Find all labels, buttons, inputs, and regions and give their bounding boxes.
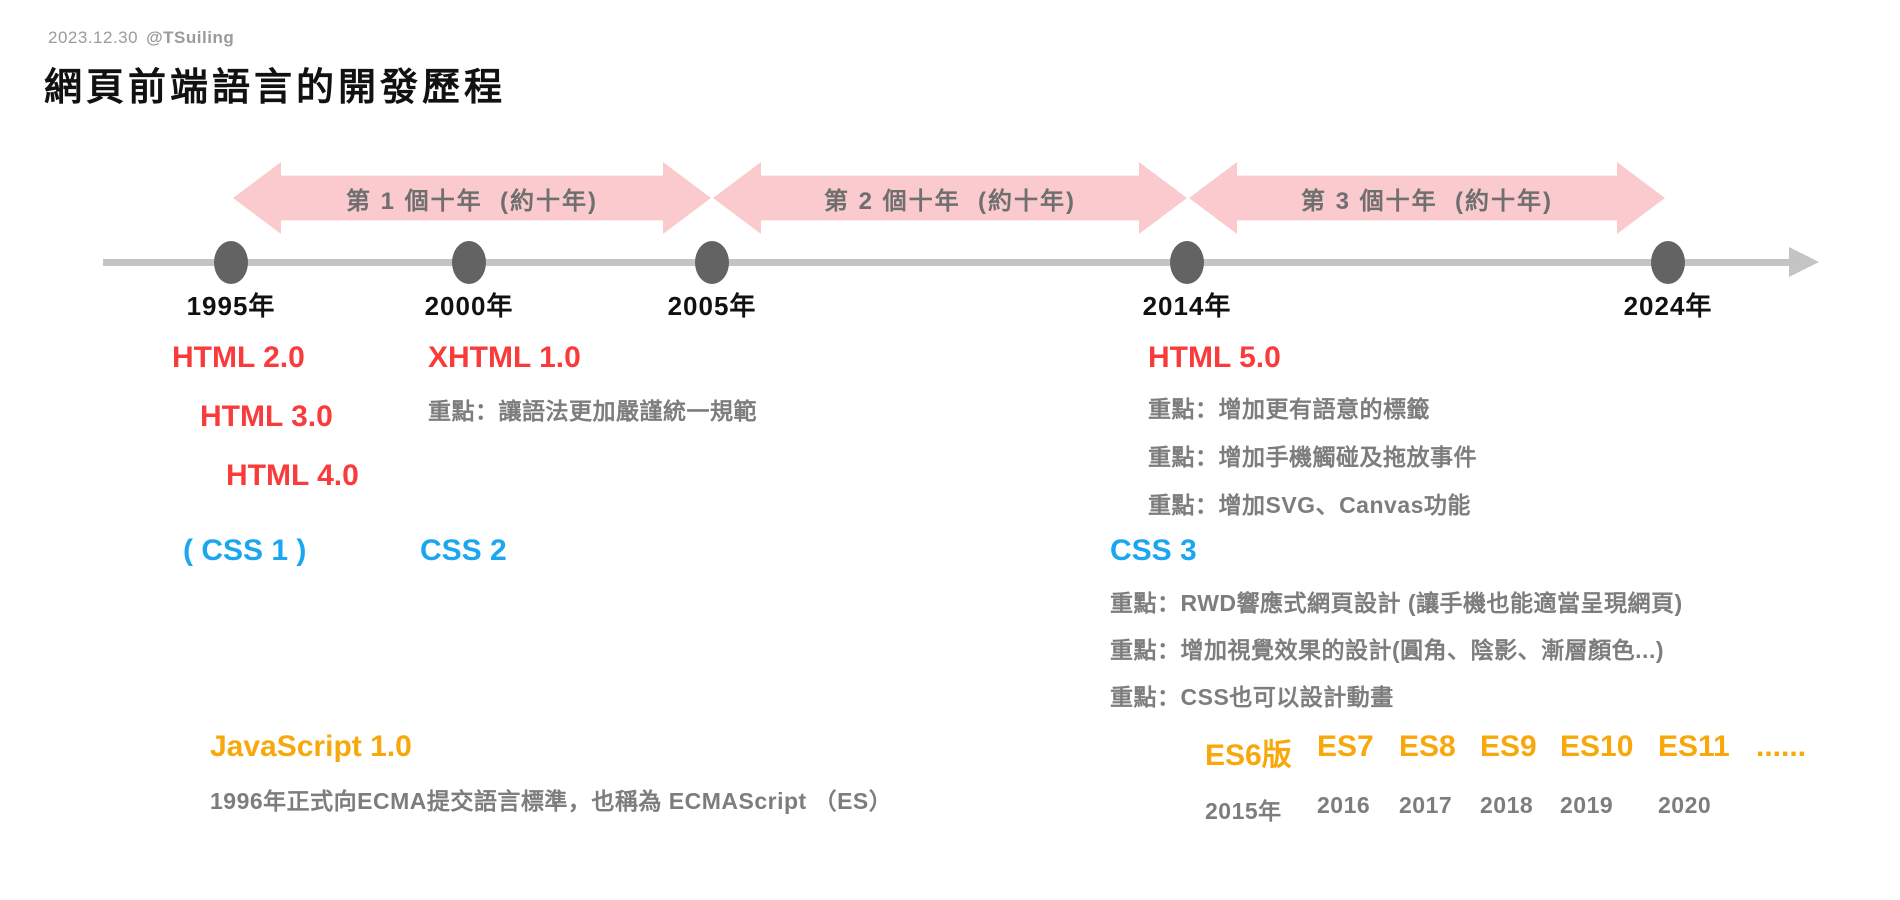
javascript-note: 1996年正式向ECMA提交語言標準，也稱為 ECMAScript （ES） [210, 788, 893, 814]
html5-title: HTML 5.0 [1148, 341, 1281, 374]
es6-label: ES6版 [1205, 739, 1292, 772]
html4-label: HTML 4.0 [226, 459, 359, 492]
css2-label: CSS 2 [420, 534, 507, 567]
es7-label: ES7 [1317, 730, 1374, 763]
xhtml-title: XHTML 1.0 [428, 341, 581, 374]
year-label-2000: 2000年 [424, 291, 514, 321]
ecmascript-block: ES6版 ES7 ES8 ES9 ES10 ES11 ...... 2015年 … [1205, 730, 1806, 826]
timeline-dot-2000 [452, 241, 486, 284]
decade-arrow-1: 第 1 個十年 (約十年) [233, 162, 711, 234]
timeline-dot-1995 [214, 241, 248, 284]
decade-1-label: 第 1 個十年 (約十年) [345, 187, 598, 215]
html3-label: HTML 3.0 [200, 400, 333, 433]
page-title: 網頁前端語言的開發歷程 [44, 67, 507, 109]
css1-label: ( CSS 1 ) [183, 534, 307, 567]
css3-note-2: 重點：增加視覺效果的設計(圓角、陰影、漸層顏色...) [1110, 637, 1664, 663]
es-ellipsis-label: ...... [1756, 730, 1807, 763]
timeline-line [103, 259, 1791, 266]
timeline-dot-2014 [1170, 241, 1204, 284]
es-year-2018: 2018 [1480, 792, 1534, 818]
html5-note-3: 重點：增加SVG、Canvas功能 [1148, 492, 1471, 518]
author-handle: @TSuiling [146, 28, 235, 47]
date-text: 2023.12.30 [48, 28, 139, 47]
html2-label: HTML 2.0 [172, 341, 305, 374]
css3-block: CSS 3 重點：RWD響應式網頁設計 (讓手機也能適當呈現網頁) 重點：增加視… [1110, 534, 1683, 712]
javascript-title: JavaScript 1.0 [210, 730, 412, 763]
decade-arrow-3: 第 3 個十年 (約十年) [1189, 162, 1665, 234]
es-year-2016: 2016 [1317, 792, 1371, 818]
css3-title: CSS 3 [1110, 534, 1197, 567]
html5-block: HTML 5.0 重點：增加更有語意的標籤 重點：增加手機觸碰及拖放事件 重點：… [1148, 341, 1477, 520]
es-year-2017: 2017 [1399, 792, 1453, 818]
timeline-dot-2024 [1651, 241, 1685, 284]
year-label-2014: 2014年 [1142, 291, 1232, 321]
html5-note-1: 重點：增加更有語意的標籤 [1148, 396, 1430, 422]
es-year-2015: 2015年 [1205, 798, 1282, 824]
es-year-2020: 2020 [1658, 792, 1712, 818]
css3-note-1: 重點：RWD響應式網頁設計 (讓手機也能適當呈現網頁) [1110, 590, 1683, 616]
es10-label: ES10 [1560, 730, 1634, 763]
year-label-2005: 2005年 [667, 291, 757, 321]
es9-label: ES9 [1480, 730, 1537, 763]
xhtml-note: 重點：讓語法更加嚴謹統一規範 [428, 398, 757, 424]
es11-label: ES11 [1658, 730, 1730, 763]
decade-arrow-2: 第 2 個十年 (約十年) [713, 162, 1187, 234]
es-year-2019: 2019 [1560, 792, 1614, 818]
timeline-arrowhead-icon [1789, 247, 1819, 277]
decade-2-label: 第 2 個十年 (約十年) [823, 187, 1076, 215]
xhtml-block: XHTML 1.0 重點：讓語法更加嚴謹統一規範 [428, 341, 757, 426]
header-date-line: 2023.12.30 @TSuiling [48, 28, 234, 48]
timeline-dot-2005 [695, 241, 729, 284]
year-label-1995: 1995年 [186, 291, 276, 321]
es8-label: ES8 [1399, 730, 1456, 763]
html5-note-2: 重點：增加手機觸碰及拖放事件 [1148, 444, 1477, 470]
decade-3-label: 第 3 個十年 (約十年) [1300, 187, 1553, 215]
es-version-row: ES6版 ES7 ES8 ES9 ES10 ES11 ...... [1205, 730, 1806, 774]
es-year-row: 2015年 2016 2017 2018 2019 2020 [1205, 792, 1806, 826]
javascript-block: JavaScript 1.0 1996年正式向ECMA提交語言標準，也稱為 EC… [210, 730, 892, 816]
css3-note-3: 重點：CSS也可以設計動畫 [1110, 684, 1394, 710]
year-label-2024: 2024年 [1623, 291, 1713, 321]
